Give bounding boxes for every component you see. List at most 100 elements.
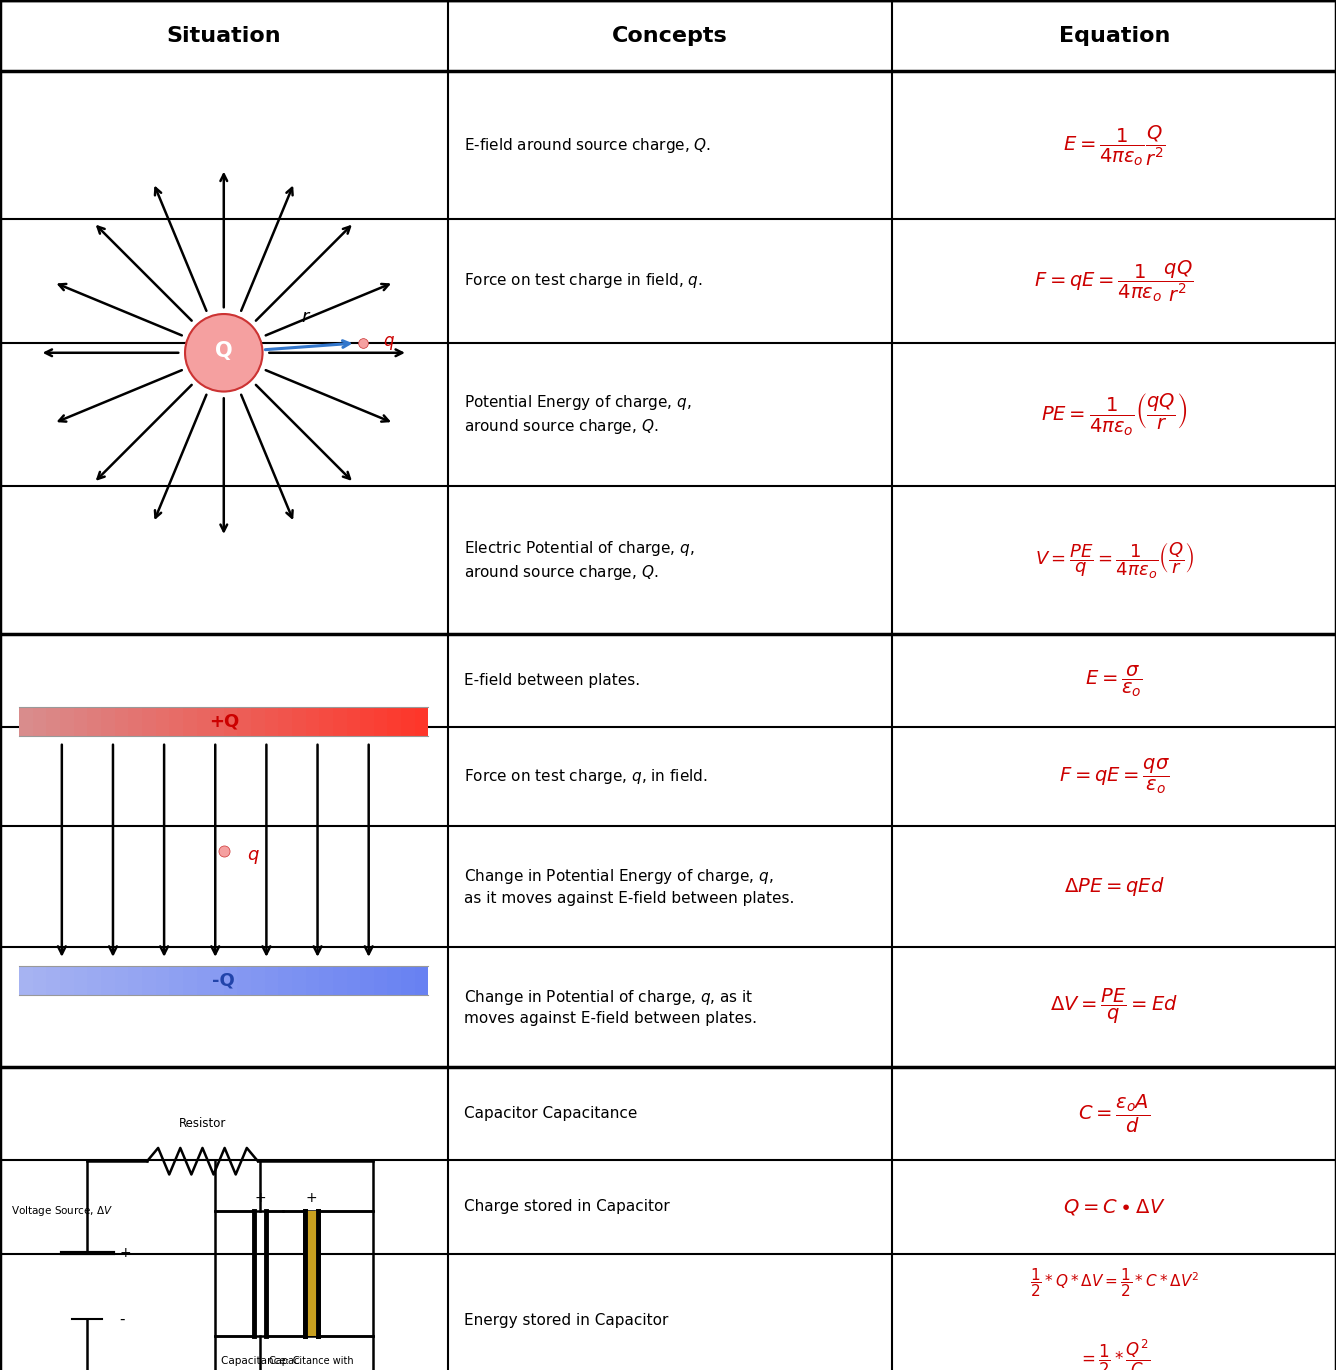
Text: Charge stored in Capacitor: Charge stored in Capacitor — [464, 1200, 669, 1214]
Bar — [128, 966, 142, 995]
Bar — [142, 966, 155, 995]
Text: Voltage Source, $\Delta V$: Voltage Source, $\Delta V$ — [11, 1204, 114, 1218]
Text: $E = \dfrac{\sigma}{\varepsilon_o}$: $E = \dfrac{\sigma}{\varepsilon_o}$ — [1085, 663, 1144, 699]
Text: +Q: +Q — [208, 712, 239, 730]
Text: $F = qE = \dfrac{1}{4\pi\varepsilon_o} \dfrac{qQ}{r^2}$: $F = qE = \dfrac{1}{4\pi\varepsilon_o} \… — [1034, 258, 1194, 304]
Bar — [196, 707, 210, 736]
Text: $\dfrac{1}{2} * Q * \Delta V = \dfrac{1}{2} * C * \Delta V^2$: $\dfrac{1}{2} * Q * \Delta V = \dfrac{1}… — [1030, 1267, 1198, 1300]
Bar — [224, 966, 238, 995]
Text: E-field around source charge, $Q$.: E-field around source charge, $Q$. — [464, 136, 711, 155]
Text: Change in Potential Energy of charge, $q$,
as it moves against E-field between p: Change in Potential Energy of charge, $q… — [464, 867, 794, 906]
Bar — [87, 966, 102, 995]
Bar — [265, 966, 278, 995]
Bar — [293, 966, 306, 995]
Text: -: - — [119, 1311, 124, 1326]
Text: $Q = C \bullet \Delta V$: $Q = C \bullet \Delta V$ — [1063, 1197, 1165, 1217]
Text: $F = qE = \dfrac{q\sigma}{\varepsilon_o}$: $F = qE = \dfrac{q\sigma}{\varepsilon_o}… — [1058, 758, 1170, 796]
Bar — [60, 707, 73, 736]
Text: Potential Energy of charge, $q$,
around source charge, $Q$.: Potential Energy of charge, $q$, around … — [464, 393, 691, 436]
Text: Change in Potential of charge, $q$, as it
moves against E-field between plates.: Change in Potential of charge, $q$, as i… — [464, 988, 756, 1026]
Text: +: + — [254, 1191, 266, 1204]
Bar — [306, 966, 319, 995]
Bar — [155, 966, 170, 995]
Bar — [183, 707, 196, 736]
Text: Electric Potential of charge, $q$,
around source charge, $Q$.: Electric Potential of charge, $q$, aroun… — [464, 538, 695, 582]
Bar — [251, 707, 265, 736]
Bar — [278, 966, 293, 995]
Bar — [60, 966, 73, 995]
Bar — [19, 966, 33, 995]
Bar — [47, 966, 60, 995]
Bar — [361, 707, 374, 736]
Bar — [170, 966, 183, 995]
Bar — [238, 707, 251, 736]
Text: $V = \dfrac{PE}{q} = \dfrac{1}{4\pi\varepsilon_o} \left(\dfrac{Q}{r}\right)$: $V = \dfrac{PE}{q} = \dfrac{1}{4\pi\vare… — [1034, 540, 1194, 581]
Bar — [33, 966, 47, 995]
Bar — [319, 966, 333, 995]
Bar — [142, 707, 155, 736]
Text: +: + — [119, 1245, 131, 1259]
Bar — [414, 707, 429, 736]
Text: Equation: Equation — [1058, 26, 1170, 45]
Bar — [251, 966, 265, 995]
Text: Situation: Situation — [167, 26, 281, 45]
Bar — [333, 707, 346, 736]
Bar — [361, 966, 374, 995]
Text: Capacitance with
dielectric: K$\bullet$C: Capacitance with dielectric: K$\bullet$C — [269, 1356, 354, 1370]
Bar — [170, 707, 183, 736]
Bar — [401, 966, 414, 995]
Bar — [19, 707, 33, 736]
Text: -Q: -Q — [212, 971, 235, 989]
Bar — [319, 707, 333, 736]
Bar — [387, 966, 401, 995]
Bar — [183, 966, 196, 995]
Bar — [128, 707, 142, 736]
Text: Concepts: Concepts — [612, 26, 728, 45]
Bar — [115, 707, 128, 736]
Text: Force on test charge, $q$, in field.: Force on test charge, $q$, in field. — [464, 767, 707, 786]
Text: E-field between plates.: E-field between plates. — [464, 674, 640, 688]
Text: r: r — [302, 308, 309, 326]
Text: $q$: $q$ — [247, 848, 261, 866]
Bar — [306, 707, 319, 736]
Bar — [196, 966, 210, 995]
Bar — [73, 707, 87, 736]
Bar — [47, 707, 60, 736]
Bar — [102, 966, 115, 995]
Text: Resistor: Resistor — [179, 1117, 226, 1130]
Bar — [155, 707, 170, 736]
Bar — [333, 966, 346, 995]
Bar — [87, 707, 102, 736]
Text: Q: Q — [215, 341, 232, 360]
Text: +: + — [306, 1191, 317, 1204]
Bar — [346, 707, 361, 736]
Text: $\Delta PE = qEd$: $\Delta PE = qEd$ — [1063, 875, 1165, 897]
Text: $= \dfrac{1}{2} * \dfrac{Q^2}{C}$: $= \dfrac{1}{2} * \dfrac{Q^2}{C}$ — [1078, 1338, 1150, 1370]
Bar — [102, 707, 115, 736]
Bar — [387, 707, 401, 736]
Bar — [224, 707, 238, 736]
Text: $q$: $q$ — [382, 334, 394, 352]
Bar — [374, 966, 387, 995]
Bar — [278, 707, 293, 736]
Bar — [115, 966, 128, 995]
Bar — [414, 966, 429, 995]
Bar — [401, 707, 414, 736]
Bar — [346, 966, 361, 995]
Bar — [73, 966, 87, 995]
Text: Capacitance: C: Capacitance: C — [220, 1356, 299, 1366]
Text: Capacitor Capacitance: Capacitor Capacitance — [464, 1107, 637, 1121]
Bar — [33, 707, 47, 736]
Circle shape — [184, 314, 262, 392]
Bar — [305, 1211, 318, 1336]
Text: $E = \dfrac{1}{4\pi\varepsilon_o} \dfrac{Q}{r^2}$: $E = \dfrac{1}{4\pi\varepsilon_o} \dfrac… — [1063, 123, 1165, 167]
Bar — [238, 966, 251, 995]
Bar — [293, 707, 306, 736]
Text: $\Delta V = \dfrac{PE}{q} = Ed$: $\Delta V = \dfrac{PE}{q} = Ed$ — [1050, 988, 1178, 1026]
Bar — [210, 707, 224, 736]
Text: $PE = \dfrac{1}{4\pi\varepsilon_o} \left(\dfrac{qQ}{r}\right)$: $PE = \dfrac{1}{4\pi\varepsilon_o} \left… — [1041, 392, 1188, 437]
Bar — [374, 707, 387, 736]
Bar — [265, 707, 278, 736]
Text: $C = \dfrac{\varepsilon_o A}{d}$: $C = \dfrac{\varepsilon_o A}{d}$ — [1078, 1093, 1150, 1134]
Bar — [210, 966, 224, 995]
